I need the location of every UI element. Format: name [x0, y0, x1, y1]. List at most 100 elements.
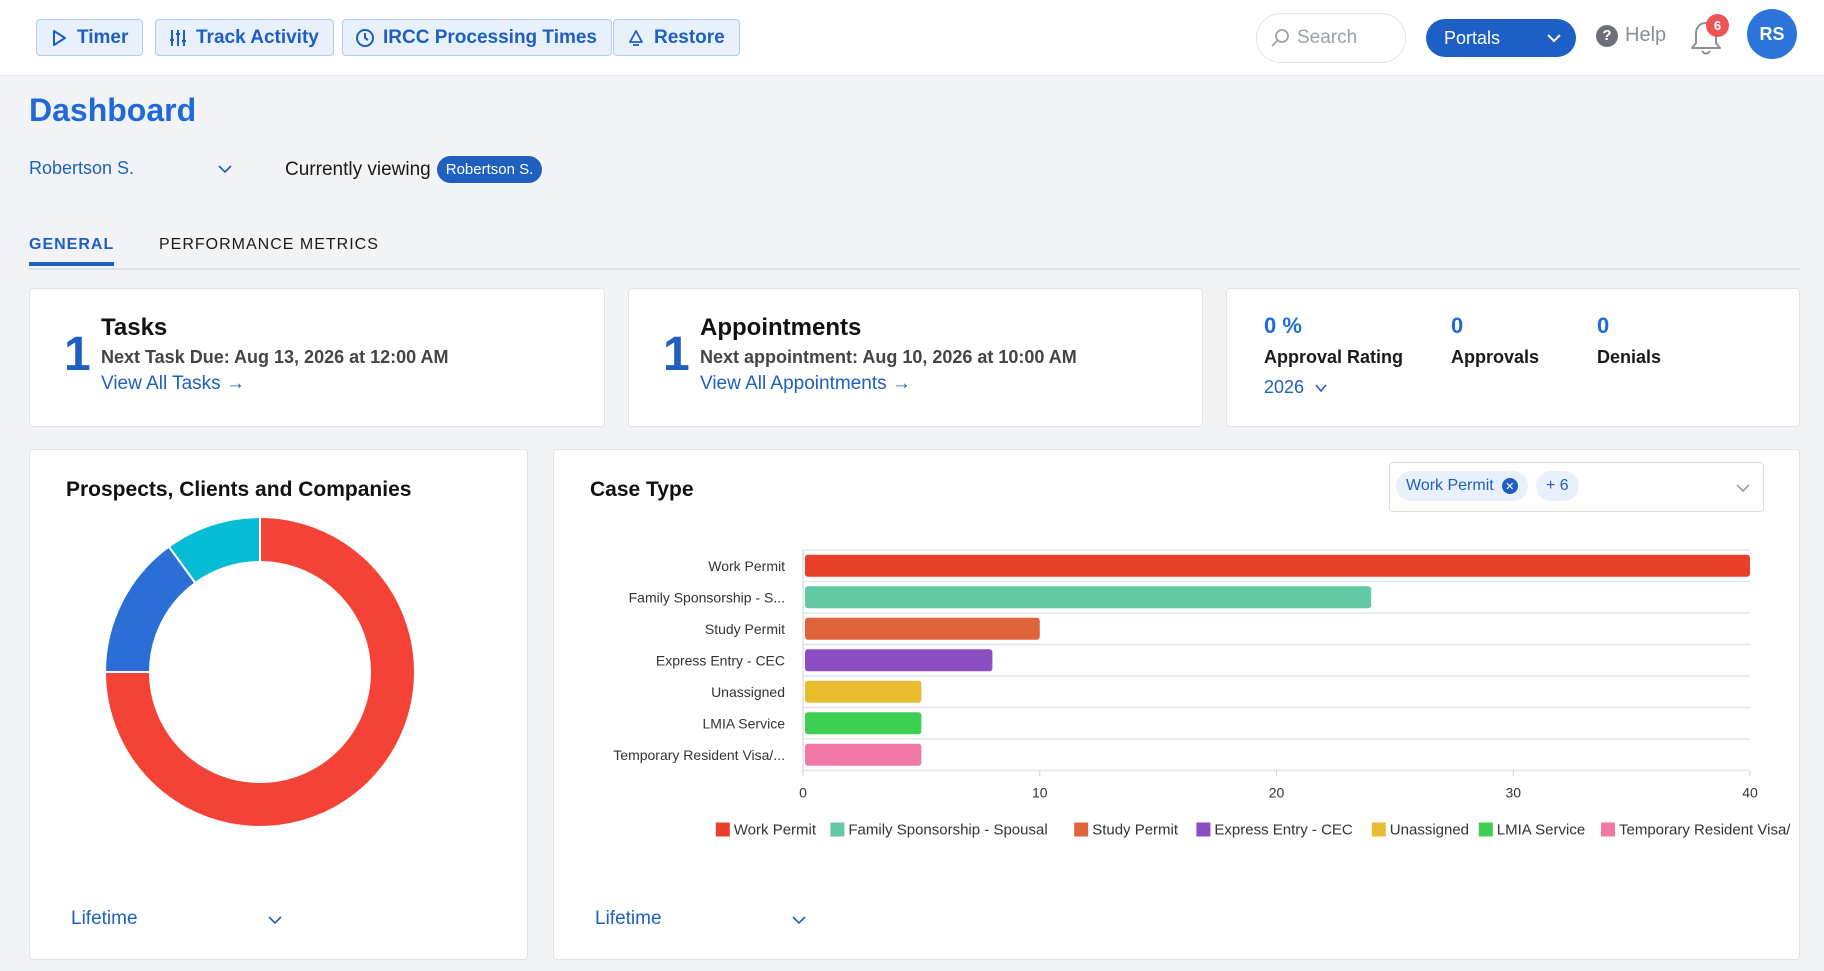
top-bar: Timer Track Activity IRCC Processing Tim…	[0, 0, 1824, 76]
tasks-count: 1	[64, 328, 91, 381]
bar[interactable]	[805, 680, 922, 703]
prospects-panel-title: Prospects, Clients and Companies	[66, 478, 412, 501]
category-label: Study Permit	[705, 621, 785, 637]
approval-rating-label: Approval Rating	[1264, 347, 1404, 367]
legend-swatch	[1371, 822, 1386, 837]
user-select-dropdown[interactable]: Robertson S.	[29, 158, 241, 182]
next-appointment: Next appointment: Aug 10, 2026 at 10:00 …	[700, 347, 1077, 367]
x-tick-label: 30	[1505, 785, 1521, 801]
play-icon	[53, 29, 66, 46]
bar[interactable]	[805, 586, 1372, 609]
legend-label: Express Entry - CEC	[1214, 822, 1353, 839]
chevron-down-icon	[1547, 34, 1561, 43]
legend-swatch	[830, 822, 845, 837]
approvals-label: Approvals	[1451, 347, 1540, 367]
legend-item[interactable]: Work Permit	[715, 822, 817, 839]
clock-icon	[356, 28, 374, 47]
user-select-value: Robertson S.	[29, 158, 135, 178]
denials-value: 0	[1597, 313, 1610, 338]
tab-performance-metrics[interactable]: PERFORMANCE METRICS	[159, 236, 379, 253]
view-all-tasks-link[interactable]: View All Tasks →	[101, 373, 245, 394]
legend-swatch	[1601, 822, 1615, 837]
ircc-processing-times-button[interactable]: IRCC Processing Times	[342, 19, 613, 56]
bar[interactable]	[805, 617, 1040, 640]
case-type-filter-select[interactable]: Work Permit ✕ + 6	[1389, 462, 1764, 512]
legend-swatch	[1074, 822, 1089, 837]
bar[interactable]	[805, 712, 922, 735]
restore-button[interactable]: Restore	[613, 19, 740, 56]
category-label: Unassigned	[711, 684, 785, 700]
category-label: Temporary Resident Visa/...	[613, 747, 785, 763]
year-dropdown[interactable]: 2026	[1264, 377, 1328, 398]
denials-label: Denials	[1597, 347, 1662, 367]
case-type-period-dropdown[interactable]: Lifetime	[595, 908, 807, 930]
timer-button[interactable]: Timer	[36, 19, 144, 56]
help-icon: ?	[1596, 24, 1618, 47]
donut-segment-2[interactable]	[167, 515, 261, 585]
category-label: Work Permit	[708, 558, 785, 574]
track-activity-button[interactable]: Track Activity	[155, 19, 334, 56]
filter-more-chip[interactable]: + 6	[1536, 471, 1579, 501]
tab-general[interactable]: GENERAL	[29, 236, 115, 266]
legend-swatch	[1196, 822, 1211, 837]
donut-segment-0[interactable]	[103, 515, 416, 828]
ircc-processing-times-label: IRCC Processing Times	[383, 26, 598, 48]
legend-item[interactable]: Temporary Resident Visa/ETA	[1601, 822, 1790, 839]
appointments-title: Appointments	[700, 314, 862, 341]
search-input[interactable]: Search	[1256, 13, 1406, 63]
restore-label: Restore	[654, 26, 725, 48]
bar[interactable]	[805, 554, 1750, 577]
chevron-down-icon	[1315, 383, 1327, 392]
approvals-value: 0	[1451, 313, 1464, 338]
case-type-period-value: Lifetime	[595, 908, 662, 929]
recycle-icon	[629, 29, 643, 46]
portals-dropdown[interactable]: Portals	[1426, 19, 1576, 57]
filter-chip-label: Work Permit	[1406, 477, 1494, 494]
x-tick-label: 20	[1269, 785, 1285, 801]
bar[interactable]	[805, 649, 993, 672]
prospects-period-dropdown[interactable]: Lifetime	[71, 908, 283, 930]
x-tick-label: 10	[1032, 785, 1048, 801]
case-type-title: Case Type	[590, 478, 694, 501]
search-placeholder: Search	[1297, 27, 1358, 48]
appointments-count: 1	[663, 328, 690, 381]
case-type-bar-chart: 0 10 20 30 40 Work Permit Family Sponsorship -…	[613, 549, 1790, 839]
category-label: LMIA Service	[703, 715, 786, 731]
legend-item[interactable]: Express Entry - CEC	[1196, 822, 1353, 839]
legend-label: Unassigned	[1390, 822, 1469, 839]
bar[interactable]	[805, 743, 922, 766]
search-icon	[1271, 29, 1289, 47]
help-link[interactable]: ? Help	[1596, 24, 1666, 47]
track-activity-label: Track Activity	[196, 26, 319, 48]
tasks-title: Tasks	[101, 314, 168, 341]
legend-item[interactable]: Study Permit	[1074, 822, 1179, 839]
chevron-down-icon	[1736, 484, 1750, 493]
legend-label: Temporary Resident Visa/ETA	[1619, 822, 1790, 839]
notification-badge: 6	[1706, 14, 1729, 37]
tasks-card: 1 Tasks Next Task Due: Aug 13, 2026 at 1…	[29, 288, 605, 427]
view-all-appointments-link[interactable]: View All Appointments →	[700, 373, 911, 394]
avatar[interactable]: RS	[1747, 9, 1797, 59]
chevron-down-icon	[792, 916, 806, 925]
timer-label: Timer	[77, 26, 129, 48]
filter-chip-work-permit: Work Permit ✕	[1396, 471, 1528, 501]
appointments-card: 1 Appointments Next appointment: Aug 10,…	[628, 288, 1203, 427]
legend-label: Study Permit	[1092, 822, 1179, 839]
legend-swatch	[715, 822, 730, 837]
category-label: Family Sponsorship - S...	[629, 589, 785, 605]
legend-swatch	[1478, 822, 1493, 837]
portals-label: Portals	[1444, 27, 1501, 48]
next-task-due: Next Task Due: Aug 13, 2026 at 12:00 AM	[101, 347, 449, 367]
page-title: Dashboard	[29, 92, 197, 128]
legend-item[interactable]: Unassigned	[1371, 822, 1469, 839]
currently-viewing-label: Currently viewing	[285, 158, 431, 180]
year-value: 2026	[1264, 377, 1305, 397]
prospects-period-value: Lifetime	[71, 908, 138, 929]
approval-rating-value: 0 %	[1264, 313, 1302, 338]
legend-item[interactable]: LMIA Service	[1478, 822, 1585, 839]
legend-label: Family Sponsorship - Spousal	[848, 822, 1047, 839]
legend-item[interactable]: Family Sponsorship - Spousal	[830, 822, 1048, 839]
x-tick-label: 0	[799, 785, 807, 801]
category-label: Express Entry - CEC	[656, 652, 785, 668]
remove-chip-icon[interactable]: ✕	[1501, 478, 1518, 494]
